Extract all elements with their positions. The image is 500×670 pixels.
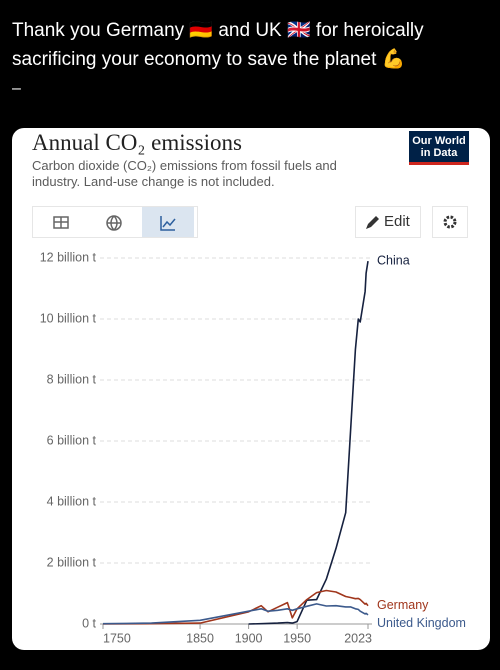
x-tick-label: 1750 — [103, 631, 131, 645]
view-tabs — [32, 206, 198, 238]
edit-button[interactable]: Edit — [355, 206, 421, 238]
series-line — [102, 603, 369, 625]
x-tick-label: 1950 — [283, 631, 311, 645]
edit-icon — [366, 216, 379, 229]
post-text: Thank you Germany 🇩🇪 and UK 🇬🇧 for heroi… — [12, 20, 424, 70]
y-tick-label: 6 billion t — [47, 433, 97, 447]
x-tick-label: 1900 — [235, 631, 263, 645]
line-icon[interactable] — [160, 216, 176, 231]
chart-subtitle: Carbon dioxide (CO₂) emissions from foss… — [32, 158, 337, 189]
series-label: Germany — [377, 598, 429, 612]
series-line — [102, 589, 369, 625]
x-tick-label: 1850 — [186, 631, 214, 645]
y-tick-label: 8 billion t — [47, 372, 97, 386]
table-icon[interactable] — [53, 216, 69, 229]
gear-icon — [443, 215, 457, 229]
map-icon[interactable] — [106, 215, 122, 231]
y-tick-label: 4 billion t — [47, 494, 97, 508]
y-tick-label: 0 t — [82, 616, 96, 630]
y-tick-label: 2 billion t — [47, 555, 97, 569]
y-tick-label: 10 billion t — [40, 311, 97, 325]
series-label: United Kingdom — [377, 616, 466, 630]
x-tick-label: 2023 — [344, 631, 372, 645]
separator: – — [12, 80, 21, 97]
logo[interactable]: Our World in Data — [409, 131, 469, 165]
series-label: China — [377, 253, 410, 267]
chart-title: Annual CO₂ emissions — [32, 130, 242, 155]
settings-button[interactable] — [432, 206, 468, 238]
y-tick-label: 12 billion t — [40, 250, 97, 264]
series-line — [248, 260, 369, 625]
